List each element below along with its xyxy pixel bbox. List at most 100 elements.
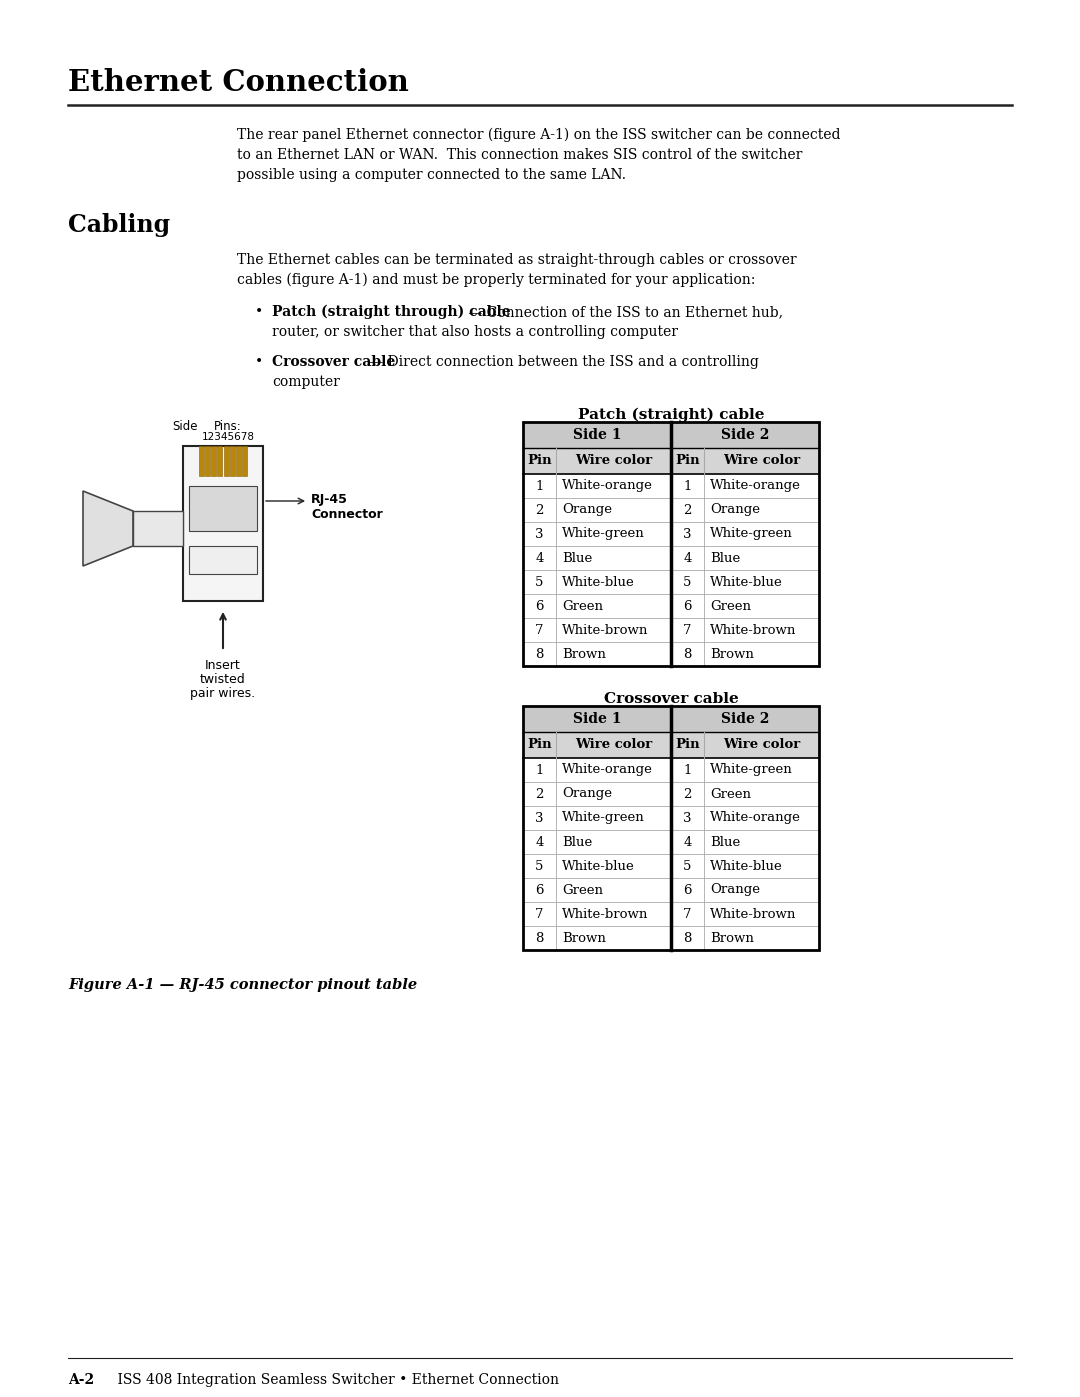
Text: Pins:: Pins:: [214, 420, 242, 433]
Text: 6: 6: [536, 883, 543, 897]
Text: 4: 4: [536, 835, 543, 848]
Text: 1: 1: [536, 479, 543, 493]
Text: White-brown: White-brown: [562, 623, 648, 637]
Bar: [523, 422, 819, 666]
Bar: [183, 446, 264, 601]
Text: Pin: Pin: [675, 454, 700, 468]
Bar: [523, 546, 819, 570]
Text: 6: 6: [536, 599, 543, 612]
Text: Green: Green: [710, 599, 751, 612]
Text: 1: 1: [684, 479, 691, 493]
Bar: [523, 617, 819, 643]
Text: The Ethernet cables can be terminated as straight-through cables or crossover: The Ethernet cables can be terminated as…: [237, 253, 797, 267]
Text: 3: 3: [684, 528, 692, 541]
Text: Blue: Blue: [710, 552, 740, 564]
Text: Orange: Orange: [562, 503, 612, 517]
Text: twisted: twisted: [200, 673, 246, 686]
Text: White-brown: White-brown: [710, 908, 796, 921]
Text: Side 2: Side 2: [720, 427, 769, 441]
Bar: [671, 705, 819, 732]
Text: 1: 1: [684, 764, 691, 777]
Text: Brown: Brown: [562, 932, 606, 944]
Text: 12345678: 12345678: [202, 432, 255, 441]
Text: Patch (straight through) cable: Patch (straight through) cable: [272, 305, 511, 320]
Text: Orange: Orange: [710, 883, 760, 897]
Bar: [523, 806, 819, 830]
Text: 6: 6: [684, 599, 692, 612]
Bar: [523, 705, 819, 950]
Bar: [523, 854, 819, 877]
Text: White-blue: White-blue: [710, 576, 783, 588]
Bar: [523, 522, 819, 546]
Text: Wire color: Wire color: [575, 739, 652, 752]
Bar: [523, 497, 819, 522]
Text: to an Ethernet LAN or WAN.  This connection makes SIS control of the switcher: to an Ethernet LAN or WAN. This connecti…: [237, 148, 802, 162]
Text: Blue: Blue: [710, 835, 740, 848]
Bar: [189, 546, 257, 574]
Bar: [523, 926, 819, 950]
Text: 5: 5: [684, 859, 691, 873]
Text: 3: 3: [536, 528, 543, 541]
Text: Crossover cable: Crossover cable: [604, 692, 739, 705]
Text: White-brown: White-brown: [710, 623, 796, 637]
Bar: [217, 446, 222, 476]
Bar: [523, 594, 819, 617]
Text: — Connection of the ISS to an Ethernet hub,: — Connection of the ISS to an Ethernet h…: [464, 305, 783, 319]
Text: Pin: Pin: [527, 454, 552, 468]
Text: 8: 8: [684, 932, 691, 944]
Text: White-green: White-green: [710, 528, 793, 541]
Text: Ethernet Connection: Ethernet Connection: [68, 68, 408, 96]
Bar: [237, 446, 241, 476]
Text: 1: 1: [536, 764, 543, 777]
Text: White-orange: White-orange: [710, 479, 801, 493]
Bar: [523, 448, 819, 474]
Text: cables (figure A-1) and must be properly terminated for your application:: cables (figure A-1) and must be properly…: [237, 272, 755, 288]
Text: Side 2: Side 2: [720, 712, 769, 726]
Bar: [523, 705, 671, 732]
Text: Orange: Orange: [710, 503, 760, 517]
Bar: [523, 422, 671, 448]
Text: 4: 4: [536, 552, 543, 564]
Text: White-green: White-green: [710, 764, 793, 777]
Text: Side 1: Side 1: [572, 427, 621, 441]
Bar: [199, 446, 204, 476]
Text: 2: 2: [684, 788, 691, 800]
Text: Side 1: Side 1: [572, 712, 621, 726]
Text: 5: 5: [684, 576, 691, 588]
Text: White-blue: White-blue: [562, 576, 635, 588]
Text: computer: computer: [272, 374, 340, 388]
Text: Brown: Brown: [562, 647, 606, 661]
Text: Crossover cable: Crossover cable: [272, 355, 395, 369]
Text: 5: 5: [536, 859, 543, 873]
Bar: [242, 446, 247, 476]
Text: 3: 3: [684, 812, 692, 824]
Bar: [523, 759, 819, 782]
Text: White-orange: White-orange: [562, 479, 653, 493]
Text: 5: 5: [536, 576, 543, 588]
Text: Cabling: Cabling: [68, 212, 171, 237]
Bar: [523, 732, 819, 759]
Bar: [523, 902, 819, 926]
Text: 7: 7: [536, 908, 543, 921]
Bar: [224, 446, 229, 476]
Text: RJ-45: RJ-45: [311, 493, 348, 506]
Text: 7: 7: [684, 908, 692, 921]
Text: Connector: Connector: [311, 509, 382, 521]
Text: Insert: Insert: [205, 659, 241, 672]
Text: 4: 4: [684, 552, 691, 564]
Text: pair wires.: pair wires.: [190, 687, 256, 700]
Text: Brown: Brown: [710, 932, 754, 944]
Text: Patch (straight) cable: Patch (straight) cable: [578, 408, 765, 422]
Text: Pin: Pin: [527, 739, 552, 752]
Text: Blue: Blue: [562, 552, 592, 564]
Text: Side: Side: [172, 420, 198, 433]
Text: 8: 8: [684, 647, 691, 661]
Text: 8: 8: [536, 932, 543, 944]
Text: •: •: [255, 305, 264, 319]
Text: Figure A-1 — RJ-45 connector pinout table: Figure A-1 — RJ-45 connector pinout tabl…: [68, 978, 417, 992]
Text: 8: 8: [536, 647, 543, 661]
Text: A-2: A-2: [68, 1373, 94, 1387]
Text: 2: 2: [684, 503, 691, 517]
Bar: [671, 422, 819, 448]
Text: The rear panel Ethernet connector (figure A-1) on the ISS switcher can be connec: The rear panel Ethernet connector (figur…: [237, 129, 840, 142]
